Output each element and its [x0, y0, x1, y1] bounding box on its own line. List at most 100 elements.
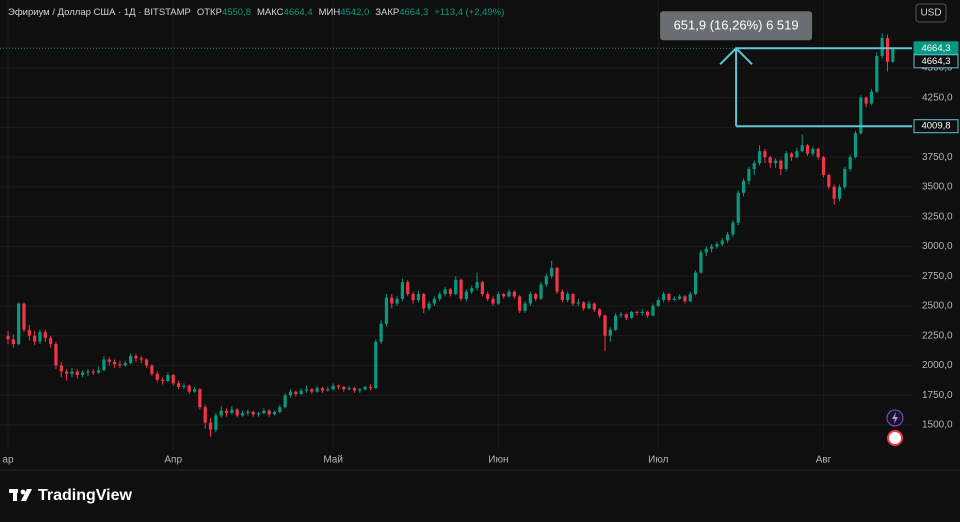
- symbol: Эфириум / Доллар США · 1Д · BITSTAMP: [8, 7, 191, 18]
- candle-body: [352, 388, 357, 391]
- header: Эфириум / Доллар США · 1Д · BITSTAMP ОТКР…: [8, 7, 504, 18]
- currency[interactable]: USD: [920, 8, 941, 19]
- field-value: 4542,0: [340, 7, 369, 18]
- candle-body: [342, 386, 346, 390]
- candle-body: [603, 315, 607, 336]
- candle-body: [789, 153, 794, 158]
- candle-body: [406, 282, 410, 295]
- candle-body: [475, 282, 479, 289]
- candle-body: [795, 151, 799, 158]
- candle-body: [235, 409, 239, 416]
- candle-body: [693, 272, 698, 295]
- logo-text: TradingView: [38, 487, 133, 504]
- candle-body: [128, 355, 133, 364]
- candle-body: [118, 364, 122, 366]
- candle-body: [240, 413, 245, 416]
- field-value: 4664,4: [284, 7, 313, 18]
- candle-body: [97, 370, 101, 373]
- candle-body: [731, 222, 735, 235]
- candle-body: [379, 323, 383, 342]
- candle-body: [598, 309, 602, 316]
- candle-body: [635, 311, 639, 314]
- candle-body: [214, 415, 218, 430]
- candle-body: [640, 311, 644, 314]
- change: +113,4 (+2,49%): [434, 7, 504, 18]
- candle-body: [576, 302, 580, 304]
- candle-body: [619, 314, 623, 316]
- candle-body: [656, 300, 660, 306]
- candle-body: [294, 391, 298, 395]
- candle-body: [187, 385, 191, 392]
- candle-body: [6, 335, 10, 340]
- candle-body: [160, 379, 165, 381]
- candle-body: [800, 145, 804, 152]
- candle-body: [70, 371, 74, 374]
- candle-body: [592, 303, 596, 310]
- candle-body: [283, 395, 287, 408]
- x-tick-label: Май: [323, 455, 343, 466]
- candle-body: [528, 294, 532, 304]
- candle-body: [859, 97, 863, 134]
- candle-body: [416, 294, 421, 300]
- x-tick-label: Июл: [648, 455, 668, 466]
- candle-body: [33, 335, 37, 342]
- price-tag-label: 4664,3: [921, 43, 950, 54]
- candle-body: [752, 163, 756, 170]
- candle-body: [219, 410, 223, 416]
- y-tick-label: 1500,0: [922, 420, 953, 431]
- y-tick-label: 2750,0: [922, 271, 953, 282]
- y-tick-label: 1750,0: [922, 390, 953, 401]
- candle-body: [27, 329, 31, 336]
- candle-body: [683, 296, 687, 302]
- y-tick-label: 3000,0: [922, 241, 953, 252]
- candle-body: [422, 294, 426, 309]
- candle-body: [486, 294, 490, 299]
- field-label: ОТКР: [197, 7, 222, 18]
- candle-body: [843, 169, 847, 187]
- candle-body: [672, 298, 676, 300]
- candle-body: [614, 315, 618, 330]
- candle-body: [400, 282, 405, 299]
- candle-body: [891, 48, 895, 62]
- candle-body: [123, 363, 127, 366]
- candle-body: [550, 267, 554, 277]
- candle-body: [827, 175, 831, 187]
- candle-body: [288, 391, 293, 396]
- candle-body: [773, 160, 778, 164]
- field-value: 4550,8: [222, 7, 251, 18]
- x-tick-label: Июн: [488, 455, 508, 466]
- candle-body: [81, 372, 85, 375]
- candle-body: [470, 288, 474, 292]
- candle-body: [848, 157, 852, 170]
- candle-body: [832, 186, 836, 199]
- candle-body: [192, 389, 197, 392]
- x-tick-label: Апр: [164, 455, 182, 466]
- candle-body: [464, 291, 468, 299]
- candle-body: [75, 371, 79, 375]
- candle-body: [448, 289, 453, 295]
- candle-body: [299, 390, 303, 395]
- candle-body: [885, 38, 890, 62]
- candle-body: [699, 252, 703, 273]
- candle-body: [763, 151, 767, 158]
- candle-body: [208, 422, 213, 430]
- candle-body: [875, 55, 879, 92]
- candle-body: [480, 282, 484, 295]
- candle-body: [534, 294, 538, 299]
- candle-body: [278, 407, 282, 412]
- candle-body: [86, 371, 90, 373]
- candle-body: [171, 375, 175, 384]
- candle-body: [507, 291, 511, 297]
- candle-body: [198, 389, 202, 408]
- plot: [0, 0, 912, 450]
- flag-icon[interactable]: [887, 430, 903, 446]
- candle-body: [869, 91, 874, 104]
- candle-body: [667, 294, 671, 300]
- currency-button[interactable]: [915, 3, 947, 23]
- price-tag: [913, 54, 959, 69]
- candle-body: [182, 385, 186, 387]
- candle-body: [630, 311, 634, 318]
- candle-body: [358, 389, 362, 391]
- candle-body: [757, 151, 762, 164]
